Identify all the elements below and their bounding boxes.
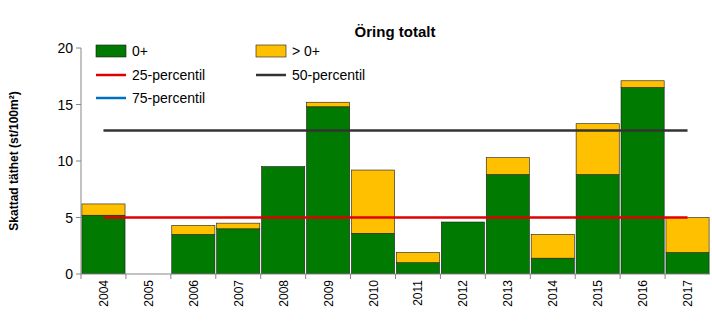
x-tick-label: 2006: [187, 280, 201, 307]
bar: [172, 234, 215, 274]
y-tick-label: 15: [57, 97, 73, 113]
bar: [486, 158, 529, 175]
bar: [262, 167, 305, 274]
x-tick: [125, 274, 126, 279]
y-tick-label: 5: [65, 210, 73, 226]
bar: [531, 258, 574, 274]
x-tick: [575, 274, 576, 279]
legend-swatch: [256, 74, 286, 77]
bar: [396, 263, 439, 274]
x-tick: [485, 274, 486, 279]
x-tick-label: 2014: [546, 280, 560, 307]
x-tick: [81, 274, 82, 279]
x-tick: [350, 274, 351, 279]
x-tick-label: 2007: [232, 280, 246, 307]
chart: Öring totalt Skattad täthet (st/100m²) 0 5 1…: [0, 0, 712, 325]
bar: [486, 175, 529, 274]
x-tick: [395, 274, 396, 279]
bar: [441, 222, 484, 274]
bar: [666, 253, 709, 274]
x-tick-label: 2009: [322, 280, 336, 307]
y-tick: [76, 104, 81, 105]
bar: [217, 229, 260, 274]
legend-label: 75-percentil: [132, 90, 205, 106]
x-tick-label: 2012: [456, 280, 470, 307]
bar: [307, 107, 350, 274]
y-tick-label: 10: [57, 153, 73, 169]
x-tick-label: 2016: [636, 280, 650, 307]
x-tick-label: 2010: [367, 280, 381, 307]
y-tick: [76, 48, 81, 49]
x-tick-label: 2013: [501, 280, 515, 307]
bar: [531, 234, 574, 258]
legend: 0+ > 0+ 25-percentil 50-percentil 75-percent…: [96, 43, 365, 106]
x-tick: [170, 274, 171, 279]
x-tick: [305, 274, 306, 279]
bar: [307, 102, 350, 107]
x-tick-label: 2017: [681, 280, 695, 307]
bar: [621, 81, 664, 88]
bar: [217, 223, 260, 229]
legend-label: 25-percentil: [132, 67, 205, 83]
y-tick-label: 20: [57, 40, 73, 56]
bar: [396, 253, 439, 263]
y-tick: [76, 217, 81, 218]
y-axis-label: Skattad täthet (st/100m²): [7, 91, 21, 230]
legend-swatch: [96, 45, 126, 57]
legend-label: > 0+: [292, 43, 320, 59]
x-tick: [665, 274, 666, 279]
legend-swatch: [96, 74, 126, 77]
bar: [576, 175, 619, 274]
x-tick-label: 2004: [97, 280, 111, 307]
bar: [621, 88, 664, 274]
x-tick: [215, 274, 216, 279]
reference-line: [103, 129, 687, 132]
x-tick: [440, 274, 441, 279]
x-tick-label: 2008: [277, 280, 291, 307]
legend-label: 0+: [132, 43, 148, 59]
legend-swatch: [96, 97, 126, 100]
x-tick: [530, 274, 531, 279]
bar: [666, 218, 709, 253]
x-tick: [620, 274, 621, 279]
title: Öring totalt: [355, 23, 436, 40]
bar: [82, 204, 125, 215]
legend-label: 50-percentil: [292, 67, 365, 83]
x-tick: [260, 274, 261, 279]
y-tick: [76, 161, 81, 162]
legend-swatch: [256, 45, 286, 57]
reference-line: [103, 216, 687, 219]
bar: [172, 225, 215, 234]
y-tick-label: 0: [65, 266, 73, 282]
bar: [351, 170, 394, 233]
bar: [82, 215, 125, 274]
plot-marks: [82, 81, 709, 274]
x-tick-label: 2005: [142, 280, 156, 307]
y-tick: [76, 274, 81, 275]
x-tick-label: 2011: [411, 280, 425, 306]
bar: [351, 233, 394, 274]
x-tick-label: 2015: [591, 280, 605, 307]
